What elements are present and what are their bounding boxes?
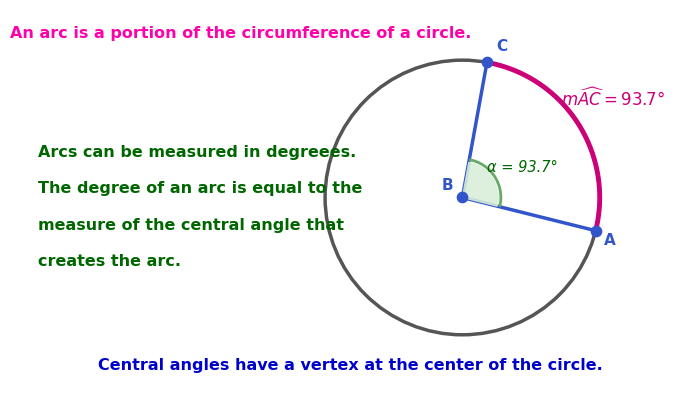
Text: A: A [604,233,615,248]
Text: Central angles have a vertex at the center of the circle.: Central angles have a vertex at the cent… [97,358,603,373]
Polygon shape [463,162,498,206]
Text: $m\widehat{AC} = 93.7°$: $m\widehat{AC} = 93.7°$ [561,87,666,110]
Text: An arc is a portion of the circumference of a circle.: An arc is a portion of the circumference… [10,26,472,41]
Text: α = 93.7°: α = 93.7° [487,160,558,175]
Text: Arcs can be measured in degreees.: Arcs can be measured in degreees. [38,145,357,160]
Text: B: B [441,179,453,193]
Text: creates the arc.: creates the arc. [38,254,181,269]
Text: measure of the central angle that: measure of the central angle that [38,218,344,233]
Text: C: C [496,39,507,54]
Point [482,59,493,66]
Text: The degree of an arc is equal to the: The degree of an arc is equal to the [38,181,363,196]
Point [590,227,601,234]
Point [457,194,468,201]
